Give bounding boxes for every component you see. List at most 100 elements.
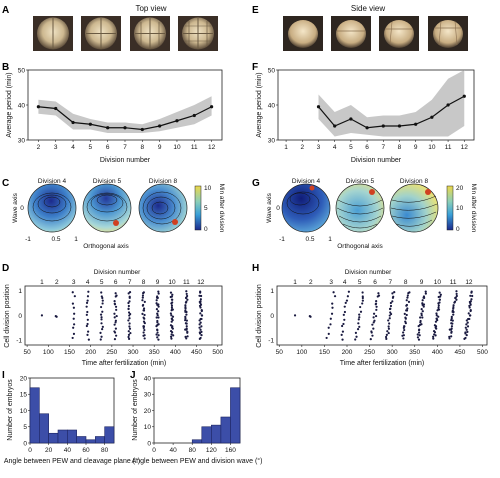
chart-h-division-point [464, 331, 467, 334]
map-g-tick-neg1: -1 [279, 236, 285, 243]
chart-h-division-point [342, 313, 345, 316]
chart-b-point [123, 126, 127, 130]
chart-h-division-label: 8 [404, 279, 408, 286]
chart-d-division-point [170, 306, 174, 309]
chart-d-division-point [85, 305, 88, 308]
chart-d-division-point [71, 336, 74, 340]
chart-h-division-point [392, 295, 395, 298]
chart-h-division-point [437, 304, 440, 307]
chart-d-division-point [73, 312, 76, 315]
chart-f-xtick-label: 2 [300, 144, 304, 151]
chart-h-division-point [372, 316, 375, 319]
chart-h-division-point [452, 304, 455, 307]
chart-j-bar [230, 387, 241, 444]
chart-h-division-point [416, 336, 420, 339]
chart-j-bar [211, 424, 222, 444]
chart-i-xtick-label: 20 [45, 447, 53, 454]
chart-h-division-point [465, 323, 468, 326]
maps-c: Wave axis Orthogonal axis Division 4 Div… [12, 178, 225, 250]
chart-d-division-label: 7 [128, 279, 132, 286]
chart-h-division-point [420, 314, 423, 317]
chart-d-division-point [169, 329, 173, 333]
chart-d-division-point [171, 293, 174, 296]
chart-d-division-point [127, 301, 130, 305]
chart-d-division-point [199, 290, 202, 293]
chart-i-ytick-label: 5 [23, 424, 27, 431]
chart-j-xtick-label: 80 [189, 447, 197, 454]
chart-d-division-point [129, 331, 132, 335]
chart-d-division-point [199, 328, 202, 331]
chart-h-division-point [450, 315, 453, 319]
chart-h-division-point [421, 299, 424, 302]
chart-d-division-point [169, 312, 172, 315]
chart-h-division-point [454, 296, 457, 299]
chart-h-division-point [424, 290, 427, 293]
chart-h-division-point [343, 305, 346, 308]
chart-h-division-point [374, 314, 378, 318]
side-photo-4 [428, 16, 468, 51]
colorbar-c-tick-low: 0 [204, 226, 208, 233]
chart-h-ytick-label: 1 [270, 288, 274, 295]
chart-d-division-label: 2 [55, 279, 59, 286]
chart-d-division-point [86, 299, 89, 302]
chart-d-division-point [200, 308, 203, 312]
chart-d-division-point [170, 314, 173, 317]
chart-d-division-point [155, 308, 159, 311]
chart-d-division-point [156, 319, 159, 323]
chart-d-division-point [198, 323, 201, 326]
chart-b-point [54, 106, 58, 111]
chart-h-division-point [417, 331, 421, 334]
map-c8-label: Division 8 [149, 178, 178, 185]
chart-h-division-point [432, 337, 435, 340]
chart-d-division-point [114, 305, 118, 308]
chart-h-division-point [452, 313, 455, 316]
chart-d-division-point [128, 327, 132, 330]
chart-d-division-point [185, 300, 188, 303]
chart-h-division-point [387, 319, 390, 322]
chart-d-division-point [113, 316, 116, 319]
chart-h-division-point [386, 330, 389, 333]
chart-d-division-point [100, 335, 103, 338]
chart-h-division-point [438, 301, 441, 304]
chart-j-ytick-label: 20 [144, 408, 152, 415]
chart-b-xtick-label: 9 [158, 144, 162, 151]
chart-d-division-point [99, 331, 102, 334]
chart-d-division-label: 12 [197, 279, 205, 286]
chart-d-division-point [128, 300, 131, 303]
chart-d-division-point [127, 333, 131, 337]
chart-b-ylabel: Average period (min) [6, 72, 13, 137]
side-view-photos [283, 16, 468, 51]
chart-h-division-point [420, 323, 423, 326]
chart-j-ytick-label: 40 [144, 375, 152, 382]
chart-h-division-point [375, 300, 378, 303]
chart-h-division-point [404, 320, 407, 323]
chart-d-division-point [199, 312, 202, 315]
top-photo-2 [81, 16, 121, 51]
chart-d-division-point [157, 316, 160, 319]
chart-d-division-label: 5 [100, 279, 104, 286]
chart-h-division-point [418, 328, 421, 331]
chart-h-division-point [465, 319, 468, 322]
chart-h-division-point [404, 316, 407, 319]
chart-h-division-point [438, 298, 441, 301]
chart-d-division-point [100, 291, 103, 294]
chart-h-division-point [466, 321, 469, 324]
chart-d-division-point [71, 291, 74, 294]
chart-d-division-point [142, 320, 146, 323]
chart-d-xtick-label: 300 [128, 349, 139, 356]
chart-h-division-point [385, 333, 388, 337]
chart-d-division-point [143, 337, 146, 340]
chart-b-ytick-label: 50 [18, 67, 26, 74]
chart-h-division-point [355, 335, 358, 338]
chart-h-division-point [405, 299, 408, 302]
chart-d-division-point [86, 295, 90, 298]
chart-h-division-point [358, 313, 361, 316]
chart-h-division-point [408, 291, 411, 294]
chart-d-division-point [87, 338, 90, 341]
chart-h-division-point [464, 326, 467, 329]
colorbar-c-tick-mid: 5 [204, 205, 208, 212]
chart-h-division-point [325, 336, 328, 340]
chart-h-division-label: 4 [343, 279, 347, 286]
chart-d-division-point [185, 327, 188, 330]
